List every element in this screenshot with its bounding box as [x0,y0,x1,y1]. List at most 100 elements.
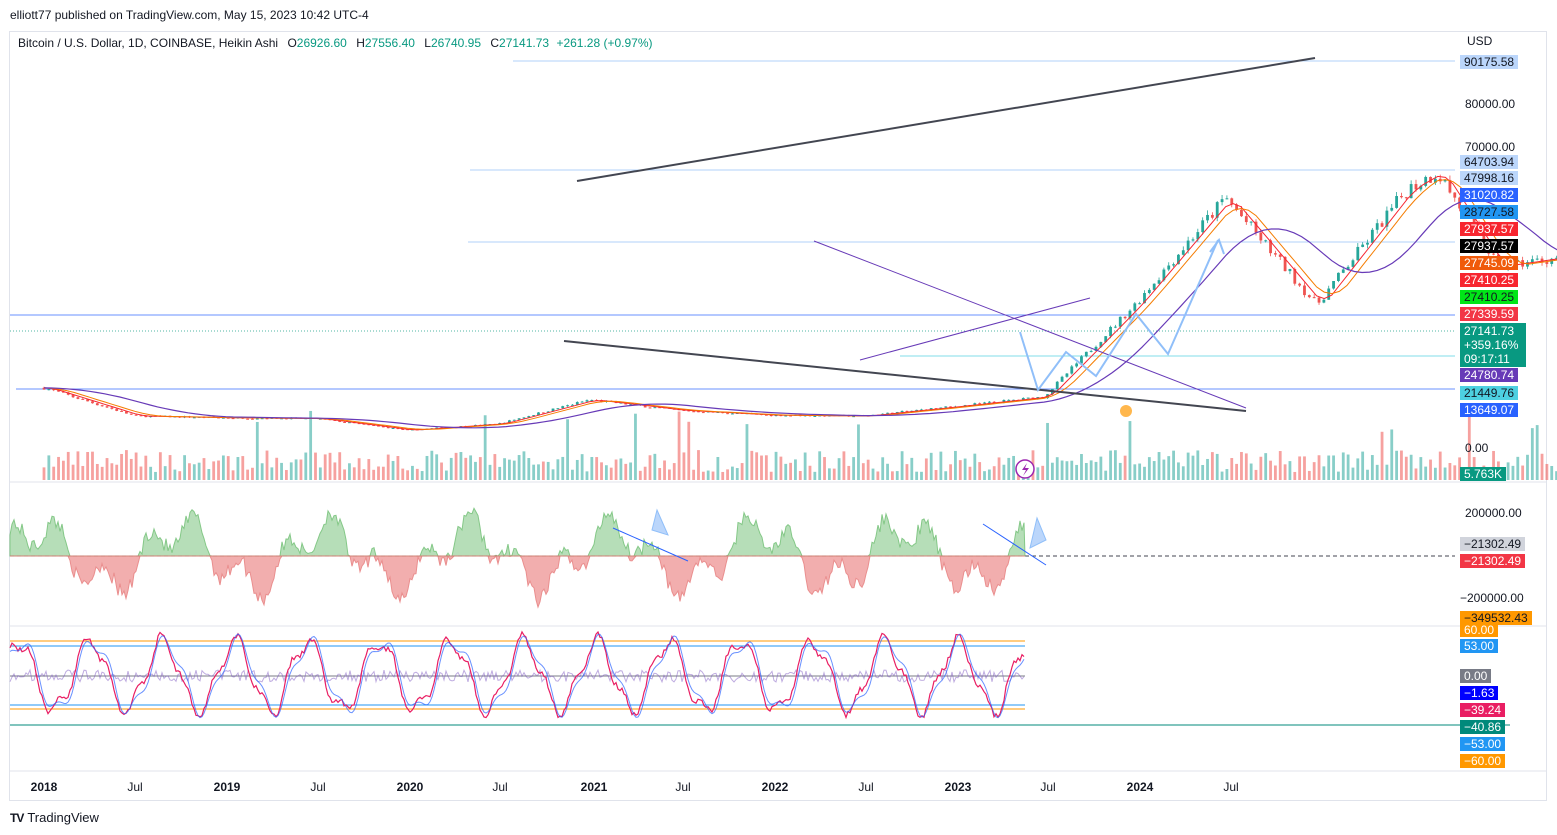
volume-bar [551,469,555,480]
candle-body [1084,351,1088,357]
volume-bar [357,458,361,480]
volume-bar [1147,457,1151,480]
candle-body [1114,326,1117,328]
candle-body [1332,280,1335,289]
volume-bar [1133,464,1137,480]
volume-bar [1395,450,1398,480]
candle-body [1555,257,1557,259]
osc1-positive-area [9,507,1026,558]
volume-bar [415,468,419,480]
volume-bar [478,457,482,480]
volume-bar [891,471,894,480]
candle-body [1526,262,1529,267]
volume-bar [1419,457,1423,480]
candle-body [580,401,584,403]
volume-bar [847,465,851,480]
last-price-box: 27141.73 +359.16% 09:17:11 [1460,323,1526,367]
branding: TV TradingView [10,810,99,825]
volume-bar [1332,455,1335,480]
volume-bar [823,457,826,480]
change-value: +261.28 (+0.97%) [556,36,653,50]
candle-body [71,394,75,398]
volume-bar [658,468,662,480]
candle-body [1249,221,1253,223]
time-axis-tick: 2022 [761,780,789,794]
candle-body [527,416,531,418]
candle-body [105,406,109,408]
candle-body [983,402,986,404]
candle-body [1196,232,1200,240]
last-price: 27141.73 [1464,324,1515,338]
candle-body [658,407,662,409]
price-tick: 70000.00 [1465,140,1516,154]
time-axis-tick: Jul [492,780,508,794]
volume-bar [595,457,599,480]
candle-body [396,427,400,430]
candle-body [1370,229,1374,243]
volume-bar [624,463,628,480]
wedge-lower-line [859,297,1091,361]
candle-body [517,418,521,420]
volume-bar [1269,460,1272,480]
volume-bar [663,460,666,480]
volume-bar [246,469,250,480]
candle-body [66,392,70,395]
volume-bar [1414,468,1418,480]
volume-bars [42,410,1557,480]
volume-bar [731,466,734,480]
candle-body [348,422,351,424]
volume-bar [91,451,94,480]
candle-body [789,415,792,417]
candle-body [1453,192,1457,198]
price-label: −53.00 [1460,737,1506,751]
candle-body [508,420,511,423]
candle-body [1080,356,1083,364]
volume-bar [1244,453,1248,480]
candle-body [1535,258,1539,260]
time-axis-tick: 2019 [213,780,241,794]
volume-bar [604,465,608,480]
candle-body [1375,223,1379,230]
volume-bar [444,470,448,480]
volume-bar [343,469,346,480]
volume-bar [1138,463,1142,480]
volume-bar [1278,451,1282,480]
volume-bar [1366,469,1369,480]
high-value: 27556.40 [364,36,415,50]
candle-body [1109,326,1112,337]
candle-body [1172,264,1175,266]
volume-bar [978,462,982,480]
candle-body [934,408,938,410]
volume-bar [71,464,75,480]
volume-bar [750,450,754,480]
volume-bar [1201,464,1205,480]
volume-bar [1351,467,1355,480]
candle-body [1419,185,1423,190]
candle-body [1152,283,1156,290]
volume-bar [411,465,414,480]
candle-body [1395,196,1398,208]
volume-bar [556,459,560,480]
volume-bar [178,471,182,480]
volume-bar [779,456,783,480]
candle-body [1414,184,1418,190]
candle-body [81,398,85,400]
candle-body [852,416,856,418]
volume-bar [217,460,220,480]
currency-label[interactable]: USD [1467,34,1493,48]
candle-body [129,413,133,415]
candle-body [115,408,119,411]
volume-bar [1050,462,1054,480]
volume-bar [1070,460,1074,480]
candle-body [357,423,361,425]
volume-bar [1249,463,1253,480]
time-axis-tick: Jul [1040,780,1056,794]
candle-body [381,426,385,428]
candle-body [561,406,565,409]
candle-body [546,411,550,413]
candle-body [541,412,545,414]
volume-bar [706,470,710,480]
volume-bar [1390,429,1394,480]
candle-body [1278,254,1282,257]
